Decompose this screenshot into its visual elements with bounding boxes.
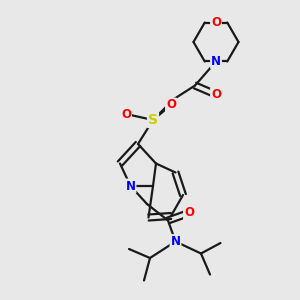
Text: O: O [166, 98, 176, 112]
Text: N: N [125, 179, 136, 193]
Text: O: O [184, 206, 194, 220]
Text: S: S [148, 113, 158, 127]
Text: O: O [211, 16, 221, 29]
Text: O: O [121, 107, 131, 121]
Text: O: O [211, 88, 221, 101]
Text: N: N [211, 55, 221, 68]
Text: N: N [170, 235, 181, 248]
